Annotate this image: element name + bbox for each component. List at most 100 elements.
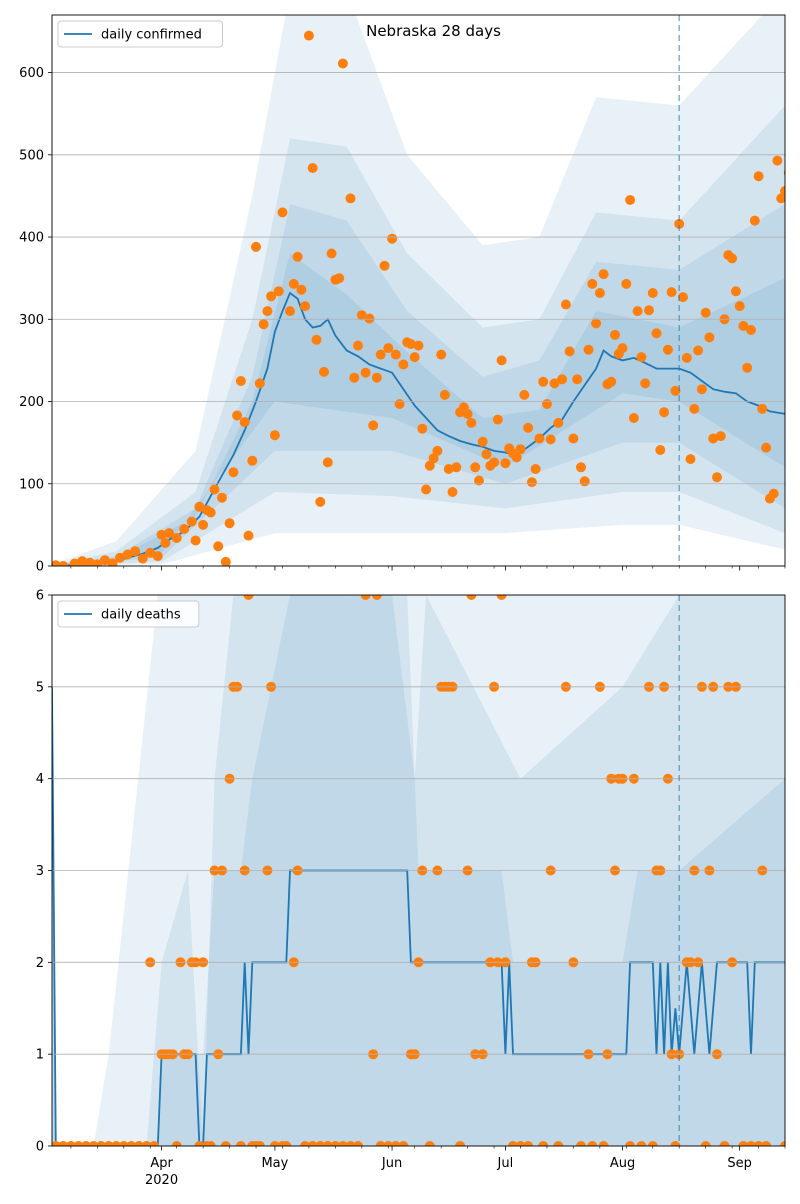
deaths-data-point [353,1141,363,1146]
deaths-ytick-label: 4 [36,772,44,787]
deaths-data-point [390,1141,401,1146]
xtick-label: May [261,1156,288,1171]
confirmed-data-point [269,430,280,441]
deaths-data-point [700,1141,711,1146]
confirmed-data-point [232,410,243,421]
confirmed-data-point [568,433,579,444]
confirmed-data-point [405,339,416,349]
confirmed-data-point [757,403,768,414]
confirmed-data-point [413,340,424,351]
confirmed-data-point [326,248,337,259]
deaths-data-point [281,1141,292,1146]
confirmed-data-point [285,306,295,317]
confirmed-data-point [217,492,227,503]
confirmed-data-point [666,287,677,298]
deaths-data-point [383,1141,394,1146]
confirmed-data-point [77,556,88,566]
confirmed-data-point [436,349,447,360]
deaths-data-point [636,1141,647,1146]
confirmed-data-point [243,530,254,541]
confirmed-data-point [727,253,738,264]
confirmed-data-point [780,186,785,196]
confirmed-data-point [678,292,688,303]
confirmed-data-point [670,385,681,396]
deaths-data-point [149,1141,159,1146]
confirmed-data-point [489,457,500,468]
confirmed-data-point [292,251,303,262]
confirmed-data-point [130,546,141,557]
xtick-label: Apr [150,1156,173,1171]
confirmed-ytick-label: 300 [19,313,44,328]
confirmed-ytick-label: 0 [36,560,44,575]
confirmed-data-point [640,378,651,389]
confirmed-data-point [700,307,711,318]
deaths-data-point [88,1141,99,1146]
xtick-sublabel: 2020 [145,1173,178,1188]
confirmed-data-point [746,325,756,335]
confirmed-data-point [262,306,273,317]
confirmed-data-point [591,318,602,329]
confirmed-data-point [708,433,719,444]
deaths-data-point [424,1141,435,1146]
deaths-data-point [598,1141,609,1146]
confirmed-data-point [576,462,586,473]
confirmed-data-point [447,487,458,497]
confirmed-data-point [345,193,356,204]
confirmed-data-point [768,488,779,499]
confirmed-data-point [319,366,329,377]
confirmed-data-point [704,332,715,343]
confirmed-data-point [560,299,571,310]
confirmed-data-point [542,399,552,409]
confirmed-data-point [353,340,363,351]
confirmed-data-point [409,352,420,363]
deaths-data-point [141,1141,152,1146]
deaths-data-point [194,1141,205,1146]
confirmed-data-point [322,457,333,468]
confirmed-data-point [636,352,647,363]
confirmed-data-point [334,273,345,284]
deaths-data-point [269,1141,280,1146]
confirmed-data-point [579,476,590,487]
confirmed-data-point [564,346,575,357]
confirmed-data-point [572,374,583,385]
confirmed-data-point [655,445,666,455]
confirmed-data-point [145,547,156,558]
confirmed-ytick-label: 100 [19,477,44,492]
deaths-data-point [753,1141,764,1146]
confirmed-data-point [466,417,477,428]
confirmed-data-point [394,399,405,409]
confirmed-data-point [387,233,398,244]
confirmed-data-point [315,496,326,507]
confirmed-data-point [515,444,526,455]
deaths-data-point [330,1141,341,1146]
confirmed-data-point [674,218,685,229]
confirmed-data-point [689,403,700,414]
deaths-ytick-label: 2 [36,956,44,971]
confirmed-data-point [390,349,401,360]
confirmed-data-point [247,455,258,466]
deaths-ytick-label: 6 [36,589,44,604]
confirmed-data-point [538,376,549,387]
confirmed-series-line [52,291,785,566]
xtick-label: Jun [381,1156,402,1171]
confirmed-data-point [424,460,435,471]
confirmed-data-point [220,556,231,566]
xtick-label: Sep [727,1156,752,1171]
deaths-data-point [670,1141,681,1146]
confirmed-data-point [496,355,507,366]
confirmed-data-point [69,558,80,566]
deaths-data-point [371,595,382,600]
deaths-data-point [398,1141,409,1146]
confirmed-data-point [583,344,594,355]
confirmed-data-point [776,193,785,204]
deaths-data-point [315,1141,326,1146]
deaths-legend-box [57,600,200,628]
confirmed-data-point [681,352,692,363]
confirmed-data-point [451,462,462,473]
confirmed-data-point [610,329,620,340]
confirmed-data-point [311,334,322,345]
deaths-data-point [118,1141,129,1146]
confirmed-data-point [742,362,753,373]
confirmed-data-point [107,558,118,566]
